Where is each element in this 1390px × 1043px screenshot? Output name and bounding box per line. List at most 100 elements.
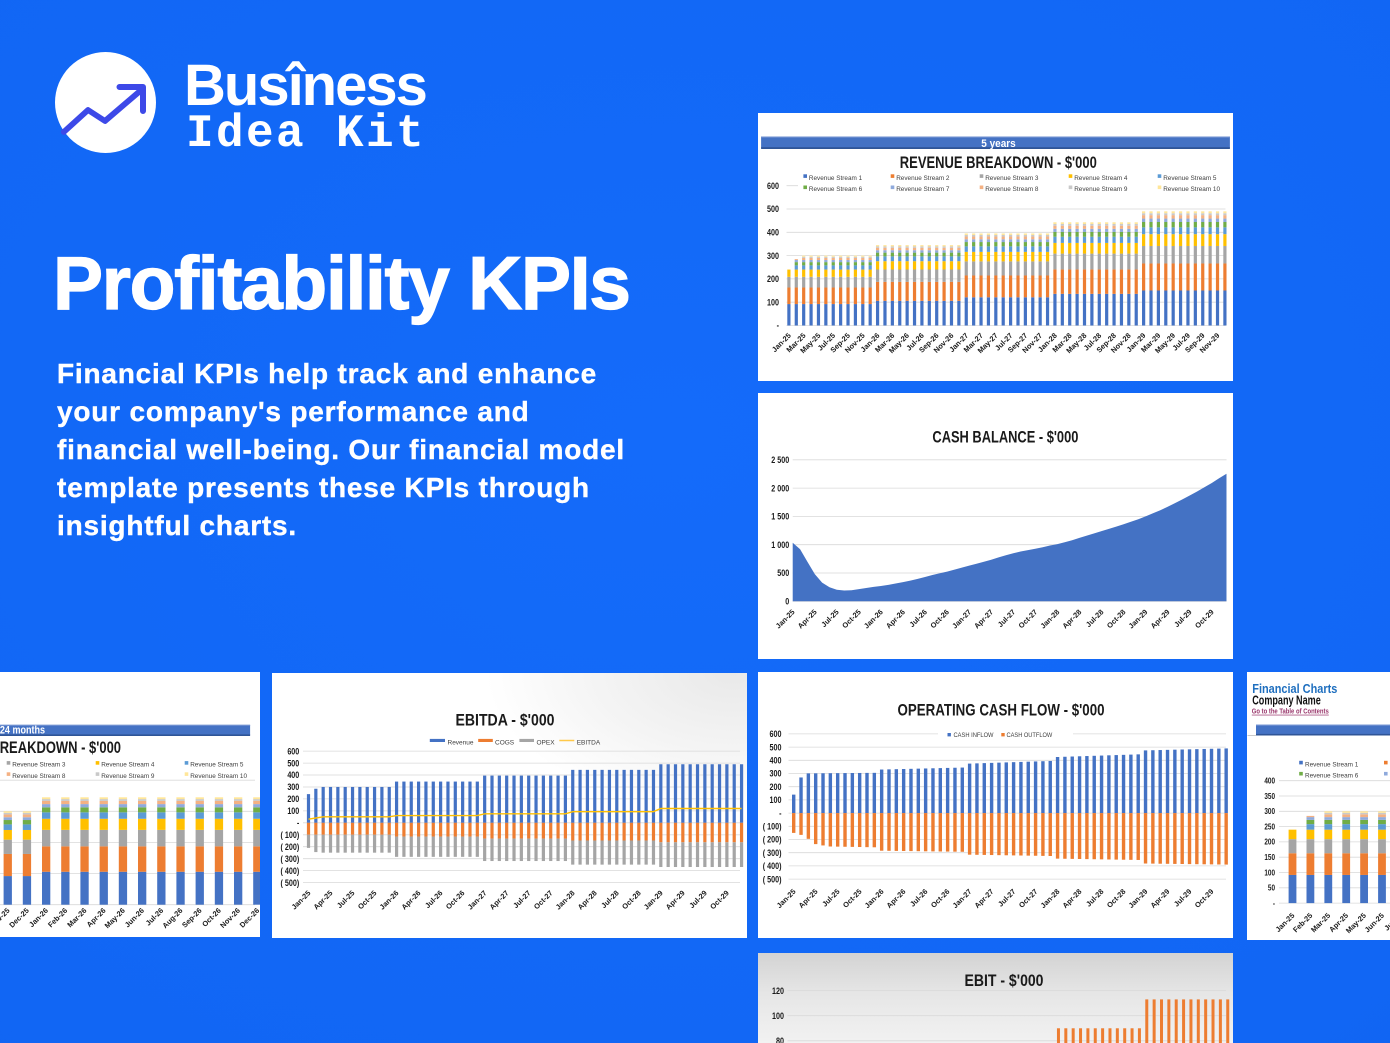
- svg-text:100: 100: [770, 795, 782, 805]
- svg-text:Apr-28: Apr-28: [1060, 607, 1083, 630]
- svg-text:Revenue Stream 10: Revenue Stream 10: [190, 772, 247, 779]
- svg-text:50: 50: [1268, 883, 1275, 893]
- svg-text:Apr-27: Apr-27: [973, 887, 996, 910]
- svg-text:Feb-26: Feb-26: [46, 906, 69, 929]
- svg-text:Jan-26: Jan-26: [862, 607, 885, 630]
- svg-text:Mar-26: Mar-26: [65, 906, 88, 929]
- svg-text:5 years: 5 years: [981, 138, 1016, 150]
- svg-text:Apr-29: Apr-29: [1148, 887, 1171, 910]
- svg-text:Jul-27: Jul-27: [996, 607, 1017, 628]
- svg-text:400: 400: [1264, 775, 1275, 785]
- svg-text:Jul-27: Jul-27: [996, 887, 1017, 908]
- svg-text:Oct-25: Oct-25: [841, 887, 864, 910]
- svg-text:( 400): ( 400): [281, 866, 300, 876]
- svg-text:-: -: [297, 818, 300, 828]
- svg-text:Apr-27: Apr-27: [972, 607, 995, 630]
- svg-text:Revenue Stream 1: Revenue Stream 1: [809, 175, 863, 182]
- svg-text:Jan-28: Jan-28: [1039, 887, 1062, 910]
- svg-text:Jan-27: Jan-27: [950, 607, 973, 630]
- svg-text:CASH BALANCE - $'000: CASH BALANCE - $'000: [932, 428, 1078, 446]
- svg-text:Oct-26: Oct-26: [928, 607, 951, 630]
- svg-text:500: 500: [767, 204, 779, 214]
- svg-text:100: 100: [287, 806, 299, 816]
- svg-text:200: 200: [767, 274, 779, 284]
- svg-text:Jan-25: Jan-25: [774, 607, 797, 630]
- svg-text:Oct-25: Oct-25: [840, 607, 863, 630]
- svg-text:( 200): ( 200): [281, 842, 300, 852]
- svg-text:( 500): ( 500): [763, 874, 782, 884]
- svg-text:500: 500: [287, 758, 299, 768]
- svg-text:Revenue Stream 9: Revenue Stream 9: [101, 772, 155, 779]
- svg-text:100: 100: [767, 298, 779, 308]
- svg-text:( 400): ( 400): [763, 861, 782, 871]
- svg-text:May-26: May-26: [103, 906, 127, 930]
- svg-text:Jul-29: Jul-29: [1172, 887, 1193, 908]
- svg-text:May-25: May-25: [1344, 911, 1368, 935]
- svg-text:Revenue Stream 5: Revenue Stream 5: [190, 761, 244, 768]
- svg-text:Oct-27: Oct-27: [1017, 607, 1040, 630]
- svg-text:600: 600: [287, 746, 299, 756]
- svg-text:Revenue Stream 6: Revenue Stream 6: [1305, 772, 1359, 779]
- svg-text:0: 0: [785, 596, 789, 606]
- svg-text:80: 80: [776, 1036, 784, 1043]
- svg-text:Apr-26: Apr-26: [885, 887, 908, 910]
- svg-text:200: 200: [770, 782, 782, 792]
- svg-text:Apr-28: Apr-28: [1061, 887, 1084, 910]
- svg-text:250: 250: [1264, 821, 1275, 831]
- svg-text:Jan-29: Jan-29: [1126, 887, 1149, 910]
- svg-text:REVENUE BREAKDOWN - $'000: REVENUE BREAKDOWN - $'000: [900, 154, 1097, 172]
- svg-text:Revenue Stream 6: Revenue Stream 6: [809, 186, 863, 193]
- svg-text:OPEX: OPEX: [537, 739, 556, 746]
- svg-text:-: -: [779, 808, 782, 818]
- svg-text:Revenue Stream 8: Revenue Stream 8: [985, 186, 1039, 193]
- svg-text:( 300): ( 300): [281, 854, 300, 864]
- svg-text:500: 500: [770, 742, 782, 752]
- svg-text:Mar-25: Mar-25: [1309, 911, 1332, 934]
- svg-text:CASH OUTFLOW: CASH OUTFLOW: [1007, 732, 1054, 739]
- svg-text:Jul-28: Jul-28: [1084, 887, 1105, 908]
- svg-text:EBITDA: EBITDA: [577, 739, 601, 746]
- svg-text:300: 300: [287, 782, 299, 792]
- svg-text:Apr-29: Apr-29: [1149, 607, 1172, 630]
- svg-text:Nov-26: Nov-26: [218, 906, 242, 930]
- svg-text:EBIT - $'000: EBIT - $'000: [965, 972, 1044, 990]
- svg-text:200: 200: [1264, 837, 1275, 847]
- svg-text:400: 400: [770, 755, 782, 765]
- svg-text:1 500: 1 500: [771, 511, 789, 521]
- svg-text:-: -: [1273, 898, 1276, 908]
- svg-text:Revenue Stream 2: Revenue Stream 2: [896, 175, 950, 182]
- svg-text:( 100): ( 100): [763, 821, 782, 831]
- svg-text:Jan-25: Jan-25: [775, 887, 798, 910]
- svg-text:1 000: 1 000: [771, 540, 789, 550]
- svg-text:( 100): ( 100): [281, 830, 300, 840]
- svg-text:Oct-29: Oct-29: [1193, 607, 1216, 630]
- svg-text:Nov-25: Nov-25: [0, 906, 12, 930]
- svg-text:Revenue: Revenue: [448, 739, 474, 746]
- svg-text:Revenue Stream 3: Revenue Stream 3: [12, 761, 66, 768]
- svg-text:Sep-26: Sep-26: [180, 906, 204, 930]
- svg-text:120: 120: [772, 986, 784, 996]
- svg-text:150: 150: [1264, 852, 1275, 862]
- svg-text:COGS: COGS: [495, 739, 515, 746]
- svg-text:500: 500: [777, 568, 789, 578]
- svg-text:Apr-26: Apr-26: [884, 607, 907, 630]
- svg-text:OPERATING CASH FLOW - $'000: OPERATING CASH FLOW - $'000: [898, 701, 1105, 719]
- svg-text:Dec-26: Dec-26: [238, 906, 260, 930]
- svg-text:Oct-28: Oct-28: [1105, 887, 1128, 910]
- svg-text:Jul-26: Jul-26: [908, 887, 929, 908]
- svg-text:Oct-26: Oct-26: [929, 887, 952, 910]
- svg-text:200: 200: [287, 794, 299, 804]
- svg-text:Dec-25: Dec-25: [7, 906, 31, 930]
- svg-text:Revenue Stream 4: Revenue Stream 4: [101, 761, 155, 768]
- svg-text:600: 600: [770, 729, 782, 739]
- svg-text:Oct-29: Oct-29: [1193, 887, 1216, 910]
- svg-text:Revenue Stream 5: Revenue Stream 5: [1163, 175, 1217, 182]
- svg-text:400: 400: [767, 228, 779, 238]
- svg-text:350: 350: [1264, 791, 1275, 801]
- svg-text:-: -: [777, 321, 780, 331]
- svg-text:Oct-28: Oct-28: [1105, 607, 1128, 630]
- svg-text:2 000: 2 000: [771, 483, 789, 493]
- svg-text:Jan-26: Jan-26: [27, 906, 50, 929]
- svg-text:Revenue Stream 10: Revenue Stream 10: [1163, 186, 1220, 193]
- svg-text:300: 300: [770, 768, 782, 778]
